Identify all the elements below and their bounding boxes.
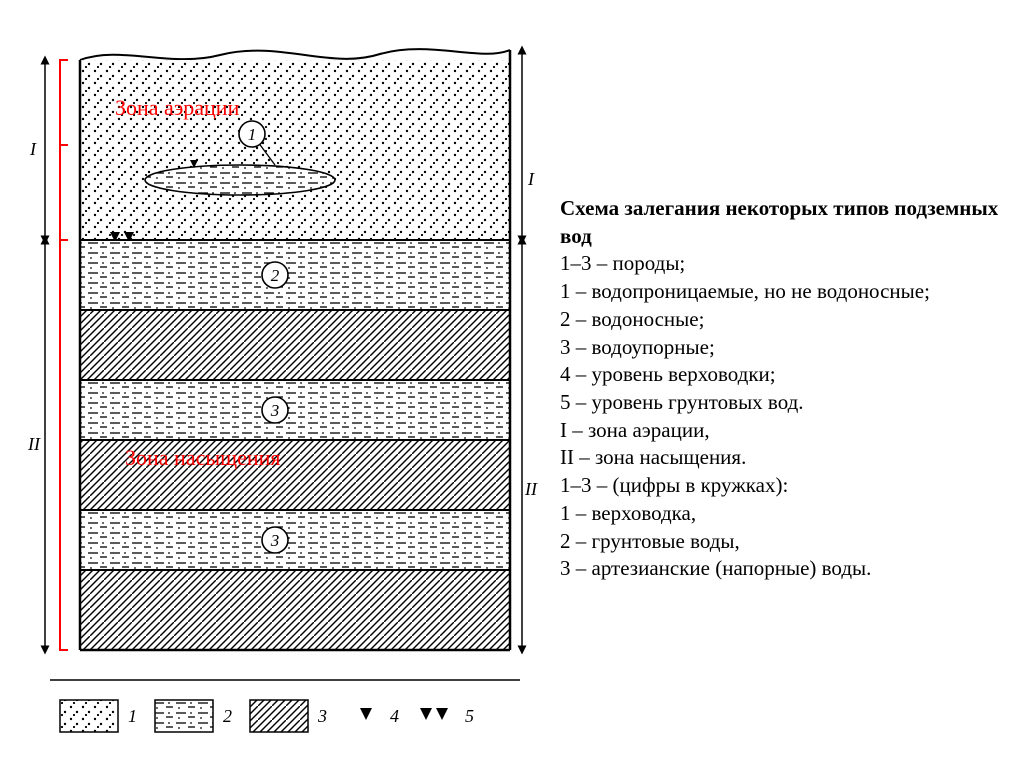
caption-line: 1–3 – (цифры в кружках): <box>560 472 1000 500</box>
caption-line: 1–3 – породы; <box>560 250 1000 278</box>
layer-3-aquiclude <box>80 310 510 380</box>
legend-box-2-label: 2 <box>223 706 232 726</box>
legend-box-4-label: 4 <box>390 706 399 726</box>
groundwater-cross-section: 1 2 3 3 Зона а <box>20 20 540 750</box>
figure-caption: Схема залегания некоторых типов подземны… <box>560 195 1000 583</box>
circled-label-2-text: 2 <box>271 266 280 285</box>
circled-label-1-text: 1 <box>248 125 257 144</box>
caption-line: I – зона аэрации, <box>560 417 1000 445</box>
aeration-zone-label: Зона аэрации <box>115 95 240 120</box>
caption-line: 2 – водоносные; <box>560 306 1000 334</box>
caption-line: 5 – уровень грунтовых вод. <box>560 389 1000 417</box>
caption-line: 3 – артезианские (напорные) воды. <box>560 555 1000 583</box>
layer-2-aquifer <box>80 240 510 310</box>
caption-line: 2 – грунтовые воды, <box>560 528 1000 556</box>
zone-I-left: I <box>29 139 37 159</box>
caption-title: Схема залегания некоторых типов подземны… <box>560 195 1000 250</box>
legend-box-1-label: 1 <box>128 706 137 726</box>
layer-6-aquifer <box>80 510 510 570</box>
zone-II-left: II <box>27 434 41 454</box>
pattern-legend: 1 2 3 4 5 <box>50 680 520 732</box>
caption-line: 1 – водопроницаемые, но не водоносные; <box>560 278 1000 306</box>
strata-column: 1 2 3 3 <box>80 49 510 650</box>
zone-II-right: II <box>524 479 538 499</box>
circled-label-3b-text: 3 <box>270 531 280 550</box>
zone-I-right: I <box>527 169 535 189</box>
caption-line: 4 – уровень верховодки; <box>560 361 1000 389</box>
legend-box-5-label: 5 <box>465 706 474 726</box>
left-red-brackets <box>60 60 68 650</box>
layer-1-permeable <box>80 60 510 240</box>
caption-line: 3 – водоупорные; <box>560 334 1000 362</box>
caption-line: II – зона насыщения. <box>560 444 1000 472</box>
circled-label-3a-text: 3 <box>270 401 280 420</box>
layer-4-aquifer <box>80 380 510 440</box>
saturation-zone-label: Зона насыщения <box>125 445 281 470</box>
zone-markers-left: I II <box>27 60 45 650</box>
legend-box-3-label: 3 <box>317 706 327 726</box>
layer-7-aquiclude <box>80 570 510 650</box>
zone-markers-right: I II <box>522 50 538 650</box>
caption-line: 1 – верховодка, <box>560 500 1000 528</box>
